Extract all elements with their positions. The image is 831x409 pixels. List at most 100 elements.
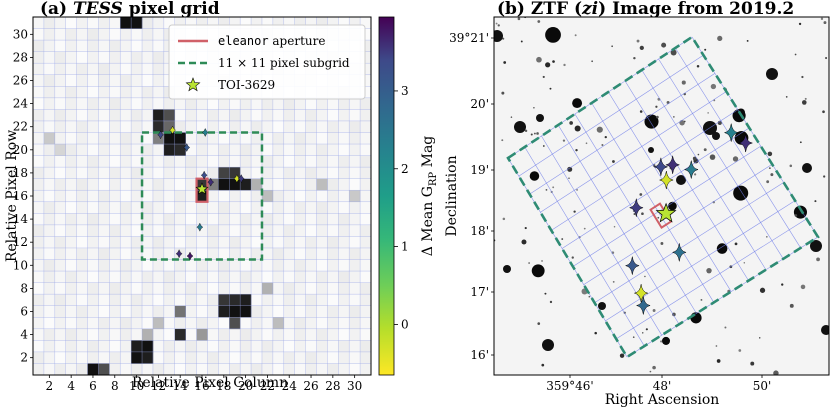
field-star: [715, 345, 718, 347]
field-star-bright: [676, 175, 686, 185]
background-pixel: [316, 213, 328, 226]
field-star-bright: [821, 325, 829, 335]
background-pixel: [120, 190, 132, 203]
background-pixel: [33, 317, 45, 330]
background-pixel: [327, 247, 339, 260]
background-pixel: [76, 201, 88, 214]
heatmap-pixel: [163, 109, 176, 122]
field-star: [789, 303, 794, 308]
background-pixel: [152, 155, 165, 168]
background-pixel: [185, 155, 197, 168]
background-pixel: [142, 363, 154, 376]
y-tick-label: 14: [13, 212, 29, 226]
background-pixel: [120, 97, 132, 110]
field-star-bright: [494, 30, 503, 42]
background-pixel: [338, 224, 350, 237]
background-pixel: [360, 328, 372, 341]
background-pixel: [65, 17, 77, 29]
heatmap-pixel: [142, 351, 154, 364]
y-tick-label: 8: [20, 281, 28, 295]
background-pixel: [218, 340, 230, 353]
background-pixel: [174, 282, 186, 295]
background-pixel: [98, 224, 110, 237]
background-pixel: [98, 201, 110, 214]
background-pixel: [207, 132, 219, 145]
background-pixel: [76, 259, 88, 272]
background-pixel: [43, 351, 56, 364]
background-pixel: [131, 190, 143, 203]
x-tick-label: 20: [238, 379, 253, 393]
background-pixel: [294, 236, 306, 249]
legend-target-star-icon: [185, 77, 201, 92]
background-pixel: [218, 328, 230, 341]
background-pixel: [251, 305, 263, 318]
background-pixel: [272, 271, 285, 283]
background-pixel: [349, 247, 361, 260]
background-pixel: [218, 190, 230, 203]
background-pixel: [261, 178, 274, 191]
background-pixel: [87, 86, 99, 99]
background-pixel: [142, 213, 154, 226]
field-star: [533, 106, 535, 109]
background-pixel: [54, 271, 67, 283]
field-star: [766, 236, 768, 238]
background-pixel: [65, 271, 77, 283]
background-pixel: [87, 144, 99, 156]
background-pixel: [327, 167, 339, 179]
background-pixel: [261, 236, 274, 249]
background-pixel: [294, 271, 306, 283]
background-pixel: [294, 167, 306, 179]
background-pixel: [294, 282, 306, 295]
grid-line-u: [658, 58, 784, 259]
background-pixel: [240, 363, 252, 376]
background-pixel: [196, 144, 208, 156]
background-pixel: [207, 247, 219, 260]
star-marker: [665, 155, 680, 174]
background-pixel: [174, 167, 186, 179]
background-pixel: [338, 190, 350, 203]
background-pixel: [142, 247, 154, 260]
field-star: [800, 284, 806, 290]
background-pixel: [218, 259, 230, 272]
background-pixel: [174, 109, 186, 122]
background-pixel: [152, 224, 165, 237]
background-pixel: [76, 317, 88, 330]
heatmap-pixel: [43, 132, 56, 145]
colorbar-tick-label: 2: [401, 162, 409, 176]
background-pixel: [305, 340, 317, 353]
background-pixel: [152, 363, 165, 376]
background-pixel: [316, 120, 328, 133]
background-pixel: [33, 109, 45, 122]
background-pixel: [120, 144, 132, 156]
background-pixel: [251, 294, 263, 307]
background-pixel: [251, 328, 263, 341]
background-pixel: [65, 294, 77, 307]
subgrid-outline-rotated: [506, 35, 820, 359]
background-pixel: [87, 74, 99, 87]
background-pixel: [163, 259, 176, 272]
background-pixel: [294, 247, 306, 260]
field-star: [814, 200, 817, 203]
background-pixel: [196, 132, 208, 145]
background-pixel: [109, 40, 121, 52]
background-pixel: [43, 305, 56, 318]
field-star: [655, 105, 658, 108]
background-pixel: [327, 17, 339, 29]
field-star: [724, 326, 727, 329]
background-pixel: [131, 132, 143, 145]
background-pixel: [131, 236, 143, 249]
heatmap-pixel: [152, 317, 165, 330]
background-pixel: [65, 51, 77, 64]
background-pixel: [43, 271, 56, 283]
background-pixel: [316, 167, 328, 179]
y-tick-label: 28: [13, 50, 28, 64]
background-pixel: [338, 97, 350, 110]
background-pixel: [349, 305, 361, 318]
background-pixel: [283, 97, 295, 110]
y-tick-label: 20: [13, 143, 28, 157]
background-pixel: [360, 201, 372, 214]
background-pixel: [229, 271, 241, 283]
background-pixel: [185, 363, 197, 376]
background-pixel: [87, 178, 99, 191]
y-tick-label: 30: [13, 27, 28, 41]
